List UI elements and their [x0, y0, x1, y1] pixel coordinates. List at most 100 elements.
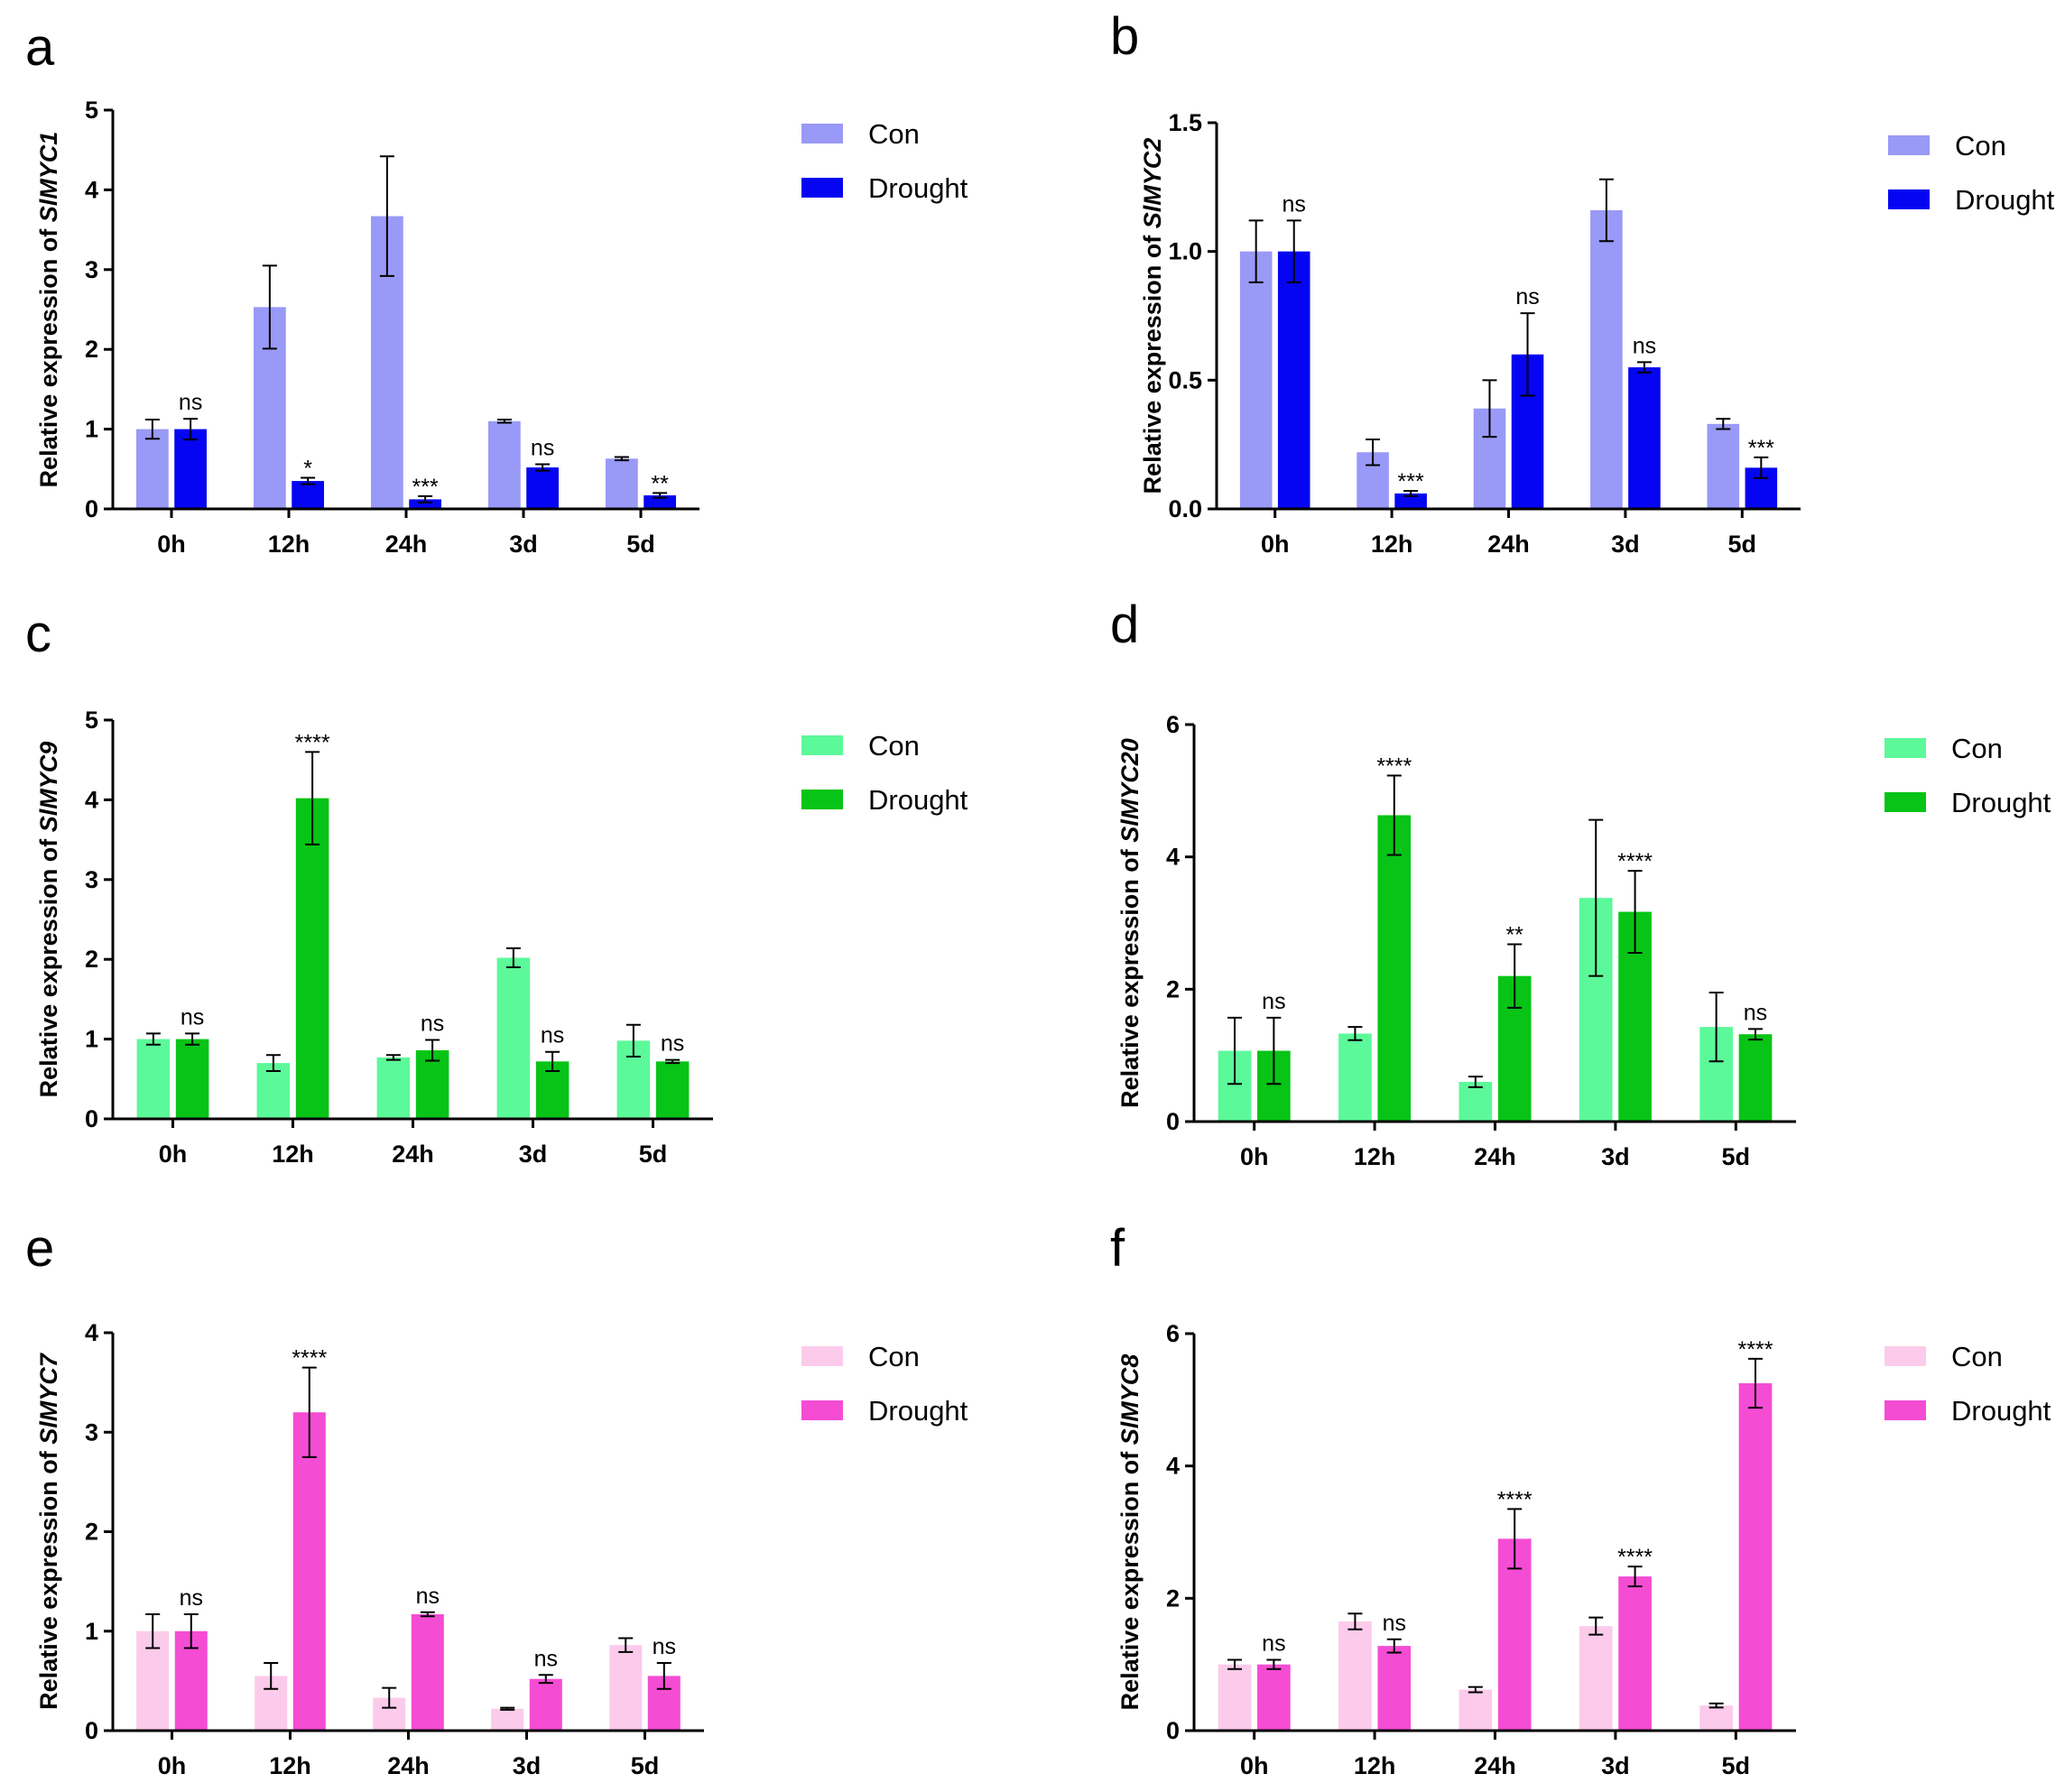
x-tick-label: 24h: [1487, 531, 1530, 558]
significance-label: ***: [1398, 469, 1424, 494]
legend-swatch-drought: [1888, 189, 1930, 209]
y-axis-label-gene: SlMYC2: [1139, 138, 1166, 229]
panel-letter: a: [25, 18, 55, 77]
x-tick-label: 12h: [268, 531, 310, 558]
bar-drought-12h: [1377, 815, 1412, 1122]
y-axis-label-gene: SlMYC8: [1116, 1354, 1144, 1446]
significance-label: ****: [1497, 1487, 1533, 1512]
x-tick-label: 24h: [385, 531, 428, 558]
y-tick-label: 1: [85, 1618, 98, 1645]
bar-con-5d: [609, 1645, 643, 1731]
y-tick-label: 5: [85, 707, 98, 734]
panel-letter: d: [1110, 596, 1139, 654]
legend-label-drought: Drought: [1951, 787, 2051, 818]
legend-swatch-con: [801, 735, 843, 755]
legend-label-drought: Drought: [1955, 184, 2055, 216]
legend-label-con: Con: [1951, 733, 2003, 764]
bar-drought-24h: [411, 1614, 444, 1731]
significance-label: ns: [1283, 191, 1306, 217]
y-tick-label: 2: [85, 1519, 98, 1546]
bar-drought-5d: [1738, 1383, 1773, 1731]
significance-label: ns: [1383, 1611, 1406, 1636]
y-tick-label: 0: [1166, 1108, 1180, 1135]
y-axis-label: Relative expression of SlMYC2: [1139, 138, 1166, 494]
bar-con-5d: [1707, 423, 1740, 509]
y-axis-label: Relative expression of SlMYC8: [1116, 1354, 1144, 1711]
bar-con-3d: [491, 1708, 524, 1731]
y-tick-label: 3: [85, 1418, 98, 1446]
legend-swatch-con: [1884, 1346, 1926, 1366]
y-axis-label: Relative expression of SlMYC9: [35, 742, 62, 1098]
x-tick-label: 5d: [631, 1752, 660, 1779]
legend-label-drought: Drought: [1951, 1395, 2051, 1427]
bar-drought-3d: [529, 1678, 562, 1731]
significance-label: ns: [1515, 284, 1539, 309]
bar-con-0h: [136, 1039, 171, 1119]
legend-swatch-drought: [801, 790, 843, 809]
legend-swatch-con: [1888, 135, 1930, 155]
y-tick-label: 4: [85, 176, 98, 203]
bar-drought-12h: [295, 798, 329, 1119]
y-axis-label-gene: SlMYC1: [35, 132, 62, 223]
y-tick-label: 4: [85, 1319, 98, 1346]
bar-drought-24h: [409, 499, 441, 509]
y-axis-label: Relative expression of SlMYC7: [35, 1352, 62, 1710]
y-axis-label: Relative expression of SlMYC1: [35, 132, 62, 488]
x-tick-label: 5d: [1722, 1752, 1751, 1779]
y-tick-label: 0.0: [1168, 495, 1202, 522]
bar-drought-0h: [174, 429, 207, 509]
legend-swatch-con: [801, 1346, 843, 1366]
legend-swatch-drought: [801, 1400, 843, 1420]
bar-drought-0h: [1257, 1664, 1291, 1731]
y-tick-label: 1.0: [1168, 238, 1202, 265]
bar-drought-5d: [655, 1061, 690, 1119]
bar-con-12h: [1338, 1033, 1372, 1122]
x-tick-label: 24h: [387, 1752, 430, 1779]
legend-label-drought: Drought: [868, 784, 968, 816]
x-tick-label: 0h: [1240, 1752, 1269, 1779]
bar-con-12h: [1338, 1621, 1372, 1731]
panel-letter: c: [25, 605, 51, 663]
significance-label: ns: [531, 435, 554, 460]
significance-label: **: [1505, 922, 1523, 947]
x-tick-label: 0h: [1261, 531, 1290, 558]
y-axis-label-gene: SlMYC7: [35, 1352, 62, 1445]
legend-label-con: Con: [868, 730, 920, 762]
x-tick-label: 24h: [1474, 1143, 1516, 1170]
x-tick-label: 5d: [626, 531, 655, 558]
legend-swatch-drought: [801, 178, 843, 198]
bar-con-24h: [1458, 1082, 1493, 1122]
x-tick-label: 24h: [1474, 1752, 1516, 1779]
x-tick-label: 3d: [513, 1752, 542, 1779]
y-tick-label: 6: [1166, 1320, 1180, 1347]
bar-con-0h: [1218, 1664, 1252, 1731]
bar-con-12h: [256, 1063, 291, 1119]
x-tick-label: 0h: [158, 1752, 187, 1779]
significance-label: ****: [295, 730, 330, 755]
bar-drought-12h: [1394, 493, 1427, 509]
bar-con-3d: [1590, 210, 1623, 509]
legend-label-con: Con: [1955, 130, 2006, 162]
significance-label: ****: [1376, 753, 1412, 779]
significance-label: ns: [661, 1031, 684, 1057]
bar-drought-3d: [526, 467, 559, 509]
x-tick-label: 0h: [159, 1141, 188, 1168]
y-tick-label: 4: [85, 786, 98, 813]
bar-drought-24h: [1497, 1538, 1532, 1731]
bar-drought-12h: [292, 481, 324, 509]
y-tick-label: 5: [85, 97, 98, 124]
x-tick-label: 0h: [1240, 1143, 1269, 1170]
legend-swatch-drought: [1884, 1400, 1926, 1420]
bar-con-3d: [496, 957, 531, 1119]
y-axis-label-prefix: Relative expression of: [35, 1445, 62, 1710]
y-tick-label: 2: [85, 336, 98, 363]
x-tick-label: 5d: [639, 1141, 668, 1168]
y-axis-label-prefix: Relative expression of: [1116, 843, 1144, 1108]
bar-drought-5d: [644, 494, 676, 509]
y-tick-label: 0: [85, 1105, 98, 1132]
x-tick-label: 3d: [1611, 531, 1640, 558]
significance-label: ****: [1617, 1545, 1653, 1570]
x-tick-label: 12h: [272, 1141, 314, 1168]
